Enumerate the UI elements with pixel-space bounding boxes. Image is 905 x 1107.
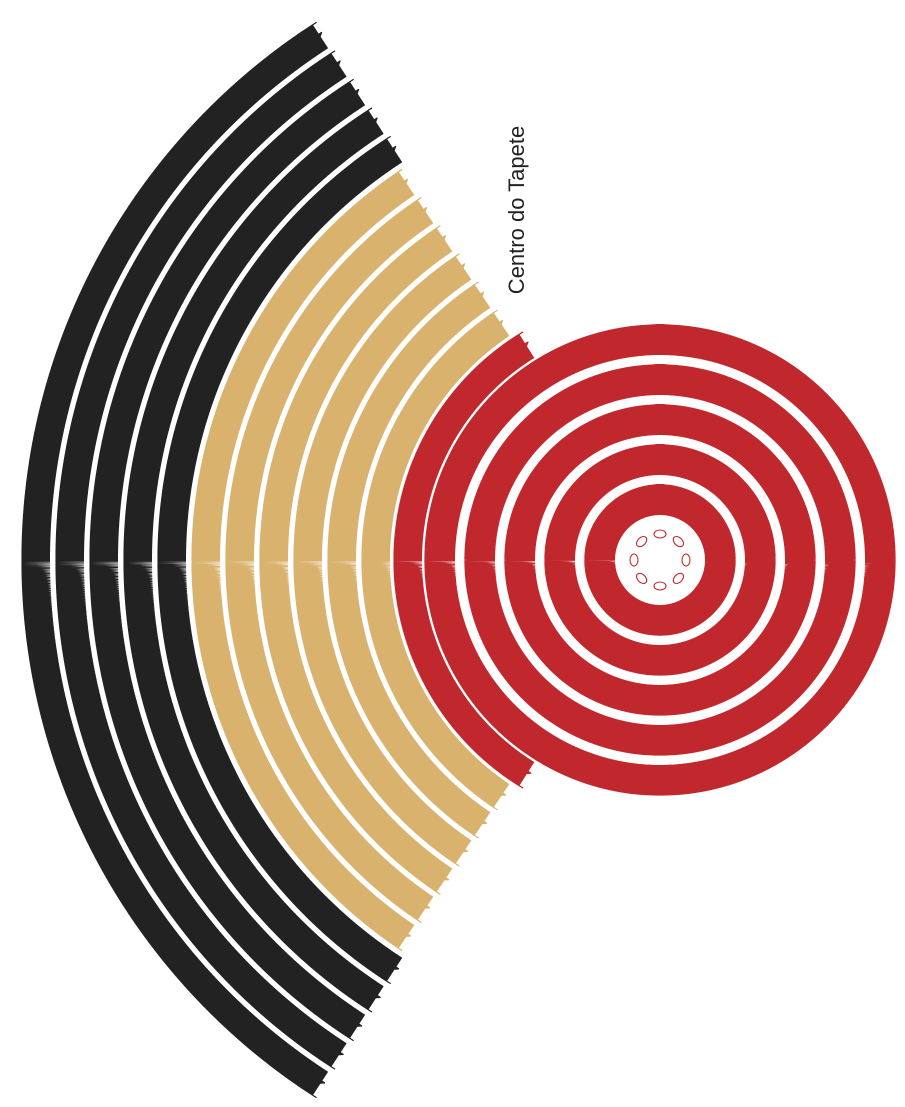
diagram-title: Centro do Tapete	[504, 126, 529, 294]
chain-oval	[671, 571, 685, 585]
crochet-diagram: Centro do Tapete	[0, 0, 905, 1107]
stitch-row	[425, 325, 895, 795]
chain-oval	[635, 535, 649, 549]
stitch-rows	[22, 22, 895, 1097]
chain-oval	[630, 554, 638, 566]
stitch-row	[585, 485, 735, 635]
chain-oval	[635, 571, 649, 585]
chain-oval	[682, 554, 690, 566]
chain-oval	[654, 530, 666, 538]
stitch-row	[545, 445, 775, 675]
chain-oval	[671, 535, 685, 549]
chain-oval	[654, 582, 666, 590]
